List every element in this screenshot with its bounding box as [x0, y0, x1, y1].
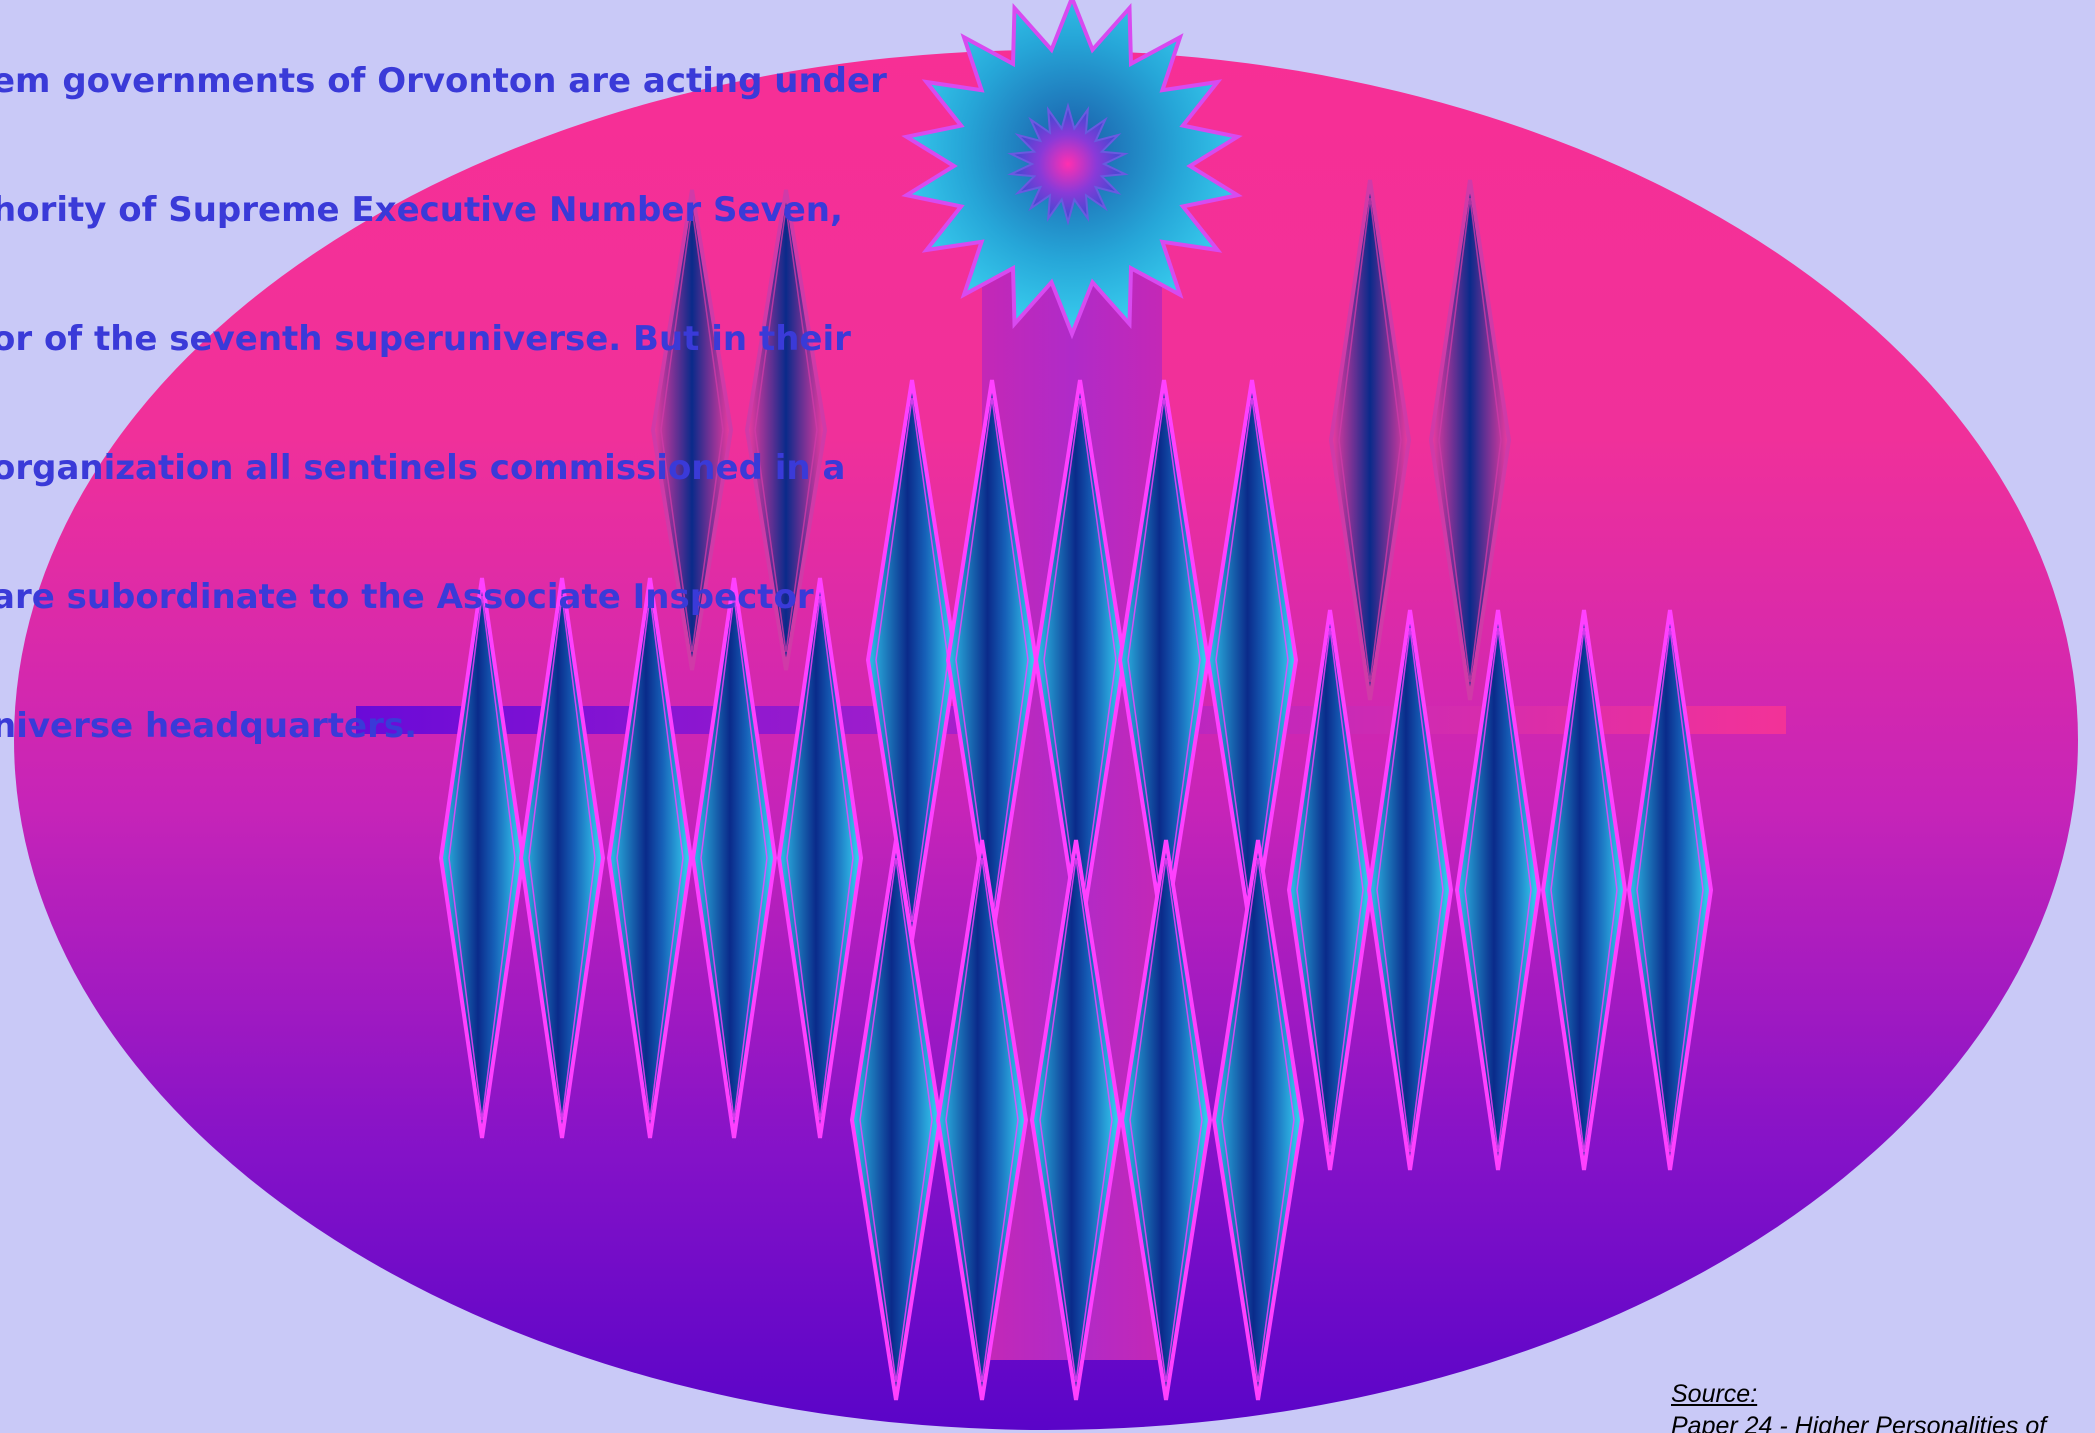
diamond-shape: [1626, 609, 1714, 1171]
diamond-shape: [438, 577, 526, 1139]
diamond-shape: [744, 189, 828, 671]
diamond-shape: [849, 839, 943, 1401]
quote-line: or of the seventh superuniverse. But in …: [0, 319, 851, 359]
diamond-shape: [1029, 839, 1123, 1401]
quote-line: are subordinate to the Associate Inspect…: [0, 577, 814, 617]
source-citation: Paper 24 - Higher Personalities of: [1671, 1412, 2047, 1433]
quote-text: em governments of Orvonton are acting un…: [0, 0, 892, 834]
quote-line: niverse headquarters.: [0, 706, 418, 746]
quote-line: hority of Supreme Executive Number Seven…: [0, 190, 843, 230]
diamond-shape: [1328, 179, 1412, 701]
diamond-group: [438, 179, 1714, 1401]
star-burst-icon: [901, 0, 1243, 340]
diamond-shape: [776, 577, 864, 1139]
diamond-shape: [1119, 839, 1213, 1401]
source-block: Source: Paper 24 - Higher Personalities …: [1671, 1378, 2046, 1433]
source-label: Source:: [1671, 1380, 1758, 1408]
diamond-shape: [518, 577, 606, 1139]
diamond-shape: [1428, 179, 1512, 701]
diamond-shape: [935, 839, 1029, 1401]
diamond-shape: [650, 189, 734, 671]
diamond-shape: [1454, 609, 1542, 1171]
quote-line: organization all sentinels commissioned …: [0, 448, 846, 488]
diamond-shape: [1211, 839, 1305, 1401]
diamond-shape: [1540, 609, 1628, 1171]
quote-line: em governments of Orvonton are acting un…: [0, 61, 887, 101]
diamond-shape: [606, 577, 694, 1139]
diamond-shape: [1286, 609, 1374, 1171]
diamond-shape: [1366, 609, 1454, 1171]
diamond-shape: [690, 577, 778, 1139]
